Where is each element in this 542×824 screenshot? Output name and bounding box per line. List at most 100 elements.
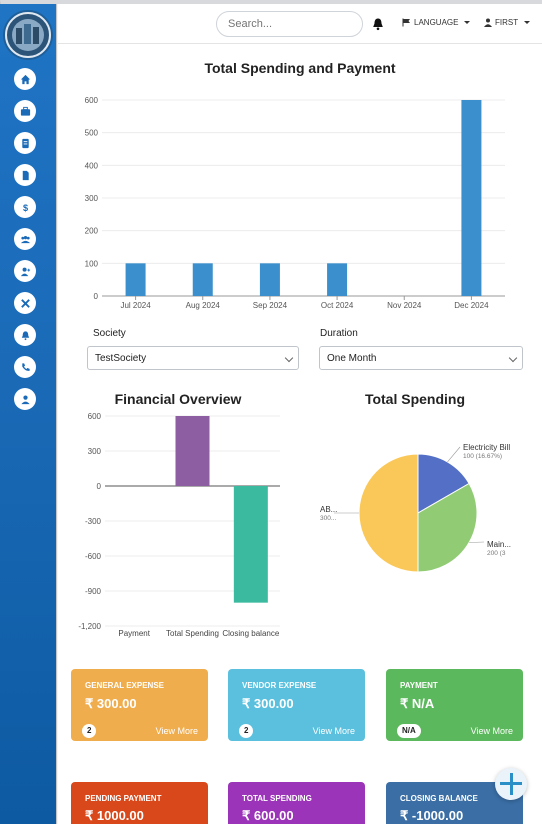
x-tick-label: Total Spending <box>166 629 219 638</box>
y-tick-label: 300 <box>88 447 102 456</box>
leader-line <box>447 446 461 463</box>
bell-icon[interactable] <box>371 17 385 31</box>
nav-documents[interactable] <box>14 164 36 186</box>
chevron-down-icon <box>524 21 531 24</box>
duration-select[interactable]: One Month <box>319 346 523 370</box>
card-title: General Expense <box>85 681 164 690</box>
y-tick-label: 400 <box>85 161 99 170</box>
pending-payment-card: Pending Payment ₹ 1000.00 <box>71 782 208 824</box>
nav-profile[interactable] <box>14 388 36 410</box>
card-title: Payment <box>400 681 438 690</box>
bar <box>125 263 146 296</box>
bar <box>461 100 482 296</box>
tools-icon <box>20 298 30 308</box>
search-input[interactable] <box>216 11 363 37</box>
financial-overview-title: Financial Overview <box>114 391 242 407</box>
user-add-icon <box>20 267 30 276</box>
y-tick-label: 0 <box>94 292 99 301</box>
pie-value-label: 300... <box>320 515 336 522</box>
chevron-down-icon <box>464 21 471 24</box>
nav-add-user[interactable] <box>14 260 36 282</box>
y-tick-label: 500 <box>85 129 99 138</box>
y-tick-label: 300 <box>85 194 99 203</box>
user-label: FIRST <box>495 18 519 27</box>
card-title: Vendor Expense <box>242 681 317 690</box>
x-tick-label: Aug 2024 <box>186 301 221 310</box>
main-content: Total Spending and Payment 0 100 200 300 400… <box>58 44 542 824</box>
pie-value-label: 200 (3 <box>487 550 506 557</box>
total-spending-pie-title: Total Spending <box>364 391 466 407</box>
user-dropdown[interactable]: FIRST <box>484 18 531 27</box>
duration-label: Duration <box>320 328 358 339</box>
x-tick-label: Payment <box>118 629 150 638</box>
card-title: Closing Balance <box>400 794 478 803</box>
nav-home[interactable] <box>14 68 36 90</box>
bar <box>233 486 268 603</box>
chevron-down-icon <box>508 353 518 363</box>
y-tick-label: 0 <box>97 482 102 491</box>
view-more-link[interactable]: View More <box>312 726 355 736</box>
nav-notifications[interactable] <box>14 324 36 346</box>
pie-label: AB... <box>320 505 337 514</box>
top-bar: LANGUAGE FIRST <box>58 4 542 44</box>
svg-text:$: $ <box>22 203 27 213</box>
nav-members[interactable] <box>14 228 36 250</box>
society-select[interactable]: TestSociety <box>87 346 299 370</box>
society-logo[interactable] <box>5 12 51 58</box>
pie-slice <box>358 453 419 573</box>
count-badge: 2 <box>239 724 254 738</box>
pie-label: Main... <box>487 540 511 549</box>
view-more-link[interactable]: View More <box>470 726 513 736</box>
financial-overview-chart: 600 300 0 -300 -600 -900 -1,200 Payment Total Sp… <box>78 412 280 638</box>
leader-line <box>469 541 485 543</box>
nav-contact[interactable] <box>14 356 36 378</box>
y-tick-label: 600 <box>85 96 99 105</box>
count-badge: N/A <box>397 724 421 738</box>
phone-icon <box>21 362 30 371</box>
user-icon <box>484 18 492 27</box>
nav-maintenance[interactable] <box>14 292 36 314</box>
y-tick-label: -1,200 <box>78 622 101 631</box>
y-tick-label: 100 <box>85 259 99 268</box>
pie-value-label: 100 (16.67%) <box>463 453 502 460</box>
home-icon <box>20 74 30 84</box>
sidebar: $ <box>0 4 57 824</box>
receipt-icon <box>21 138 29 148</box>
dollar-icon: $ <box>22 203 27 213</box>
x-tick-label: Sep 2024 <box>253 301 288 310</box>
society-label: Society <box>93 328 126 339</box>
society-select-value: TestSociety <box>95 353 147 364</box>
bell-icon <box>21 330 29 340</box>
y-tick-label: 600 <box>88 412 102 421</box>
language-label: LANGUAGE <box>414 18 459 27</box>
general-expense-card: General Expense ₹ 300.00 2 View More <box>71 669 208 741</box>
add-button[interactable] <box>495 768 527 800</box>
card-value: ₹ 600.00 <box>242 808 294 823</box>
count-badge: 2 <box>82 724 97 738</box>
card-title: Total Spending <box>242 794 312 803</box>
view-more-link[interactable]: View More <box>155 726 198 736</box>
card-value: ₹ N/A <box>400 696 435 711</box>
payment-card: Payment ₹ N/A N/A View More <box>386 669 523 741</box>
chevron-down-icon <box>284 353 294 363</box>
total-spending-card: Total Spending ₹ 600.00 <box>228 782 365 824</box>
x-tick-label: Nov 2024 <box>387 301 422 310</box>
language-dropdown[interactable]: LANGUAGE <box>402 18 471 27</box>
y-tick-label: 200 <box>85 227 99 236</box>
bar <box>327 263 348 296</box>
nav-expenses[interactable] <box>14 100 36 122</box>
briefcase-icon <box>20 106 30 116</box>
duration-select-value: One Month <box>327 353 377 364</box>
vendor-expense-card: Vendor Expense ₹ 300.00 2 View More <box>228 669 365 741</box>
x-tick-label: Dec 2024 <box>454 301 489 310</box>
bar <box>192 263 213 296</box>
y-tick-label: -600 <box>85 552 102 561</box>
bar <box>259 263 280 296</box>
group-icon <box>20 235 30 243</box>
card-value: ₹ -1000.00 <box>400 808 464 823</box>
bar <box>175 416 210 486</box>
user-icon <box>20 395 30 404</box>
nav-bills[interactable] <box>14 132 36 154</box>
nav-payments[interactable]: $ <box>14 196 36 218</box>
